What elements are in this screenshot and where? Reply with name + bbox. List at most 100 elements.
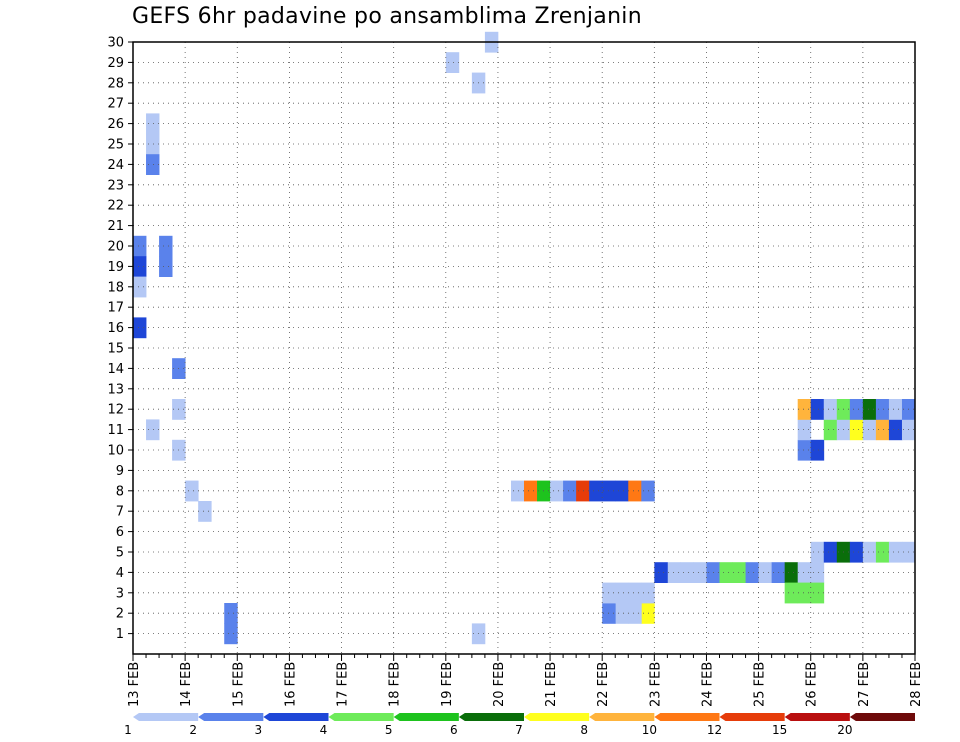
colorbar-segment (133, 713, 199, 721)
heatmap-cell (185, 480, 199, 502)
colorbar-segment (589, 713, 655, 721)
colorbar-label: 7 (515, 723, 523, 737)
heatmap-cell (797, 419, 812, 441)
heatmap-cell (445, 52, 460, 73)
y-tick-label: 5 (116, 546, 124, 561)
y-tick-label: 15 (107, 342, 124, 357)
heatmap-cell (654, 562, 668, 583)
heatmap-cell (133, 276, 147, 298)
heatmap-cell (888, 541, 903, 563)
colorbar-label: 3 (255, 723, 263, 737)
y-tick-label: 20 (107, 240, 124, 255)
colorbar-label: 2 (189, 723, 197, 737)
heatmap-cell (146, 133, 160, 155)
y-tick-label: 29 (107, 56, 124, 71)
colorbar-label: 12 (707, 723, 722, 737)
y-tick-label: 4 (116, 566, 124, 581)
x-tick-label: 15 FEB (231, 662, 246, 707)
heatmap-cell (159, 256, 173, 277)
heatmap-cell (133, 235, 147, 257)
grid-lines (133, 41, 915, 654)
y-tick-label: 27 (107, 97, 124, 112)
x-tick-label: 16 FEB (283, 662, 298, 707)
heatmap-cell (849, 541, 864, 563)
heatmap-cell (615, 603, 629, 624)
y-tick-label: 1 (116, 627, 124, 642)
y-tick-label: 24 (107, 158, 124, 173)
x-tick-label: 17 FEB (336, 662, 351, 707)
heatmap-cell (810, 541, 825, 563)
heatmap-cell (784, 582, 799, 604)
colorbar-segment (198, 713, 264, 721)
heatmap-cell (810, 582, 825, 604)
x-tick-label: 22 FEB (596, 662, 611, 707)
heatmap-cell (719, 562, 733, 583)
heatmap-cell (133, 256, 147, 277)
x-tick-label: 27 FEB (857, 662, 872, 707)
heatmap-cell (823, 419, 838, 441)
heatmap-cell (810, 439, 825, 461)
x-tick-label: 26 FEB (805, 662, 820, 707)
heatmap-cell (576, 480, 590, 502)
heatmap-cell (524, 480, 538, 502)
heatmap-cell (667, 562, 681, 583)
colorbar-segment (784, 713, 850, 721)
colorbar-segment (719, 713, 785, 721)
heatmap-cell (784, 562, 799, 583)
heatmap-cell (875, 541, 890, 563)
y-tick-label: 23 (107, 178, 124, 193)
y-tick-label: 30 (107, 36, 124, 51)
heatmap-cell (732, 562, 746, 583)
y-tick-label: 2 (116, 607, 124, 622)
heatmap-cell (758, 562, 773, 583)
heatmap-cell (810, 399, 825, 420)
heatmap-cell (628, 480, 642, 502)
colorbar: 1 2 3 4 5 6 7 8 10 12 15 20 (124, 713, 915, 737)
colorbar-label: 8 (580, 723, 588, 737)
heatmap-cell (224, 603, 238, 624)
heatmap-cell (797, 439, 812, 461)
heatmap-cell (862, 399, 877, 420)
y-tick-label: 28 (107, 76, 124, 91)
colorbar-label: 4 (320, 723, 328, 737)
heatmap-cell (693, 562, 707, 583)
y-tick-label: 13 (107, 382, 124, 397)
x-tick-label: 18 FEB (388, 662, 403, 707)
heatmap-cell (823, 399, 838, 420)
colorbar-segment (524, 713, 590, 721)
y-axis-ticks: 1234567891011121314151617181920212223242… (107, 36, 133, 642)
y-tick-label: 26 (107, 117, 124, 132)
heatmap-cell (615, 582, 629, 604)
y-tick-label: 25 (107, 138, 124, 153)
heatmap-cell (146, 154, 160, 175)
heatmap-cell (146, 419, 160, 441)
heatmap-cell (888, 419, 903, 441)
y-tick-label: 8 (116, 484, 124, 499)
colorbar-segment (328, 713, 394, 721)
heatmap-cell (628, 603, 642, 624)
heatmap-cell (745, 562, 759, 583)
heatmap-cell (680, 562, 694, 583)
x-tick-label: 25 FEB (753, 662, 768, 707)
x-tick-label: 23 FEB (648, 662, 663, 707)
x-tick-label: 19 FEB (440, 662, 455, 707)
y-tick-label: 16 (107, 321, 124, 336)
heatmap-cell (875, 399, 890, 420)
x-tick-label: 13 FEB (127, 662, 142, 707)
heatmap-cell (198, 501, 212, 522)
x-tick-label: 28 FEB (909, 662, 924, 707)
heatmap-cell (797, 399, 812, 420)
heatmap-cell (823, 541, 838, 563)
y-tick-label: 10 (107, 444, 124, 459)
heatmap-cell (797, 562, 812, 583)
x-tick-label: 20 FEB (492, 662, 507, 707)
y-tick-label: 17 (107, 301, 124, 316)
y-tick-label: 12 (107, 403, 124, 418)
y-tick-label: 11 (107, 423, 124, 438)
x-tick-label: 21 FEB (544, 662, 559, 707)
colorbar-segment (458, 713, 524, 721)
y-tick-label: 22 (107, 199, 124, 214)
heatmap-cell (224, 623, 238, 645)
x-tick-label: 24 FEB (700, 662, 715, 707)
